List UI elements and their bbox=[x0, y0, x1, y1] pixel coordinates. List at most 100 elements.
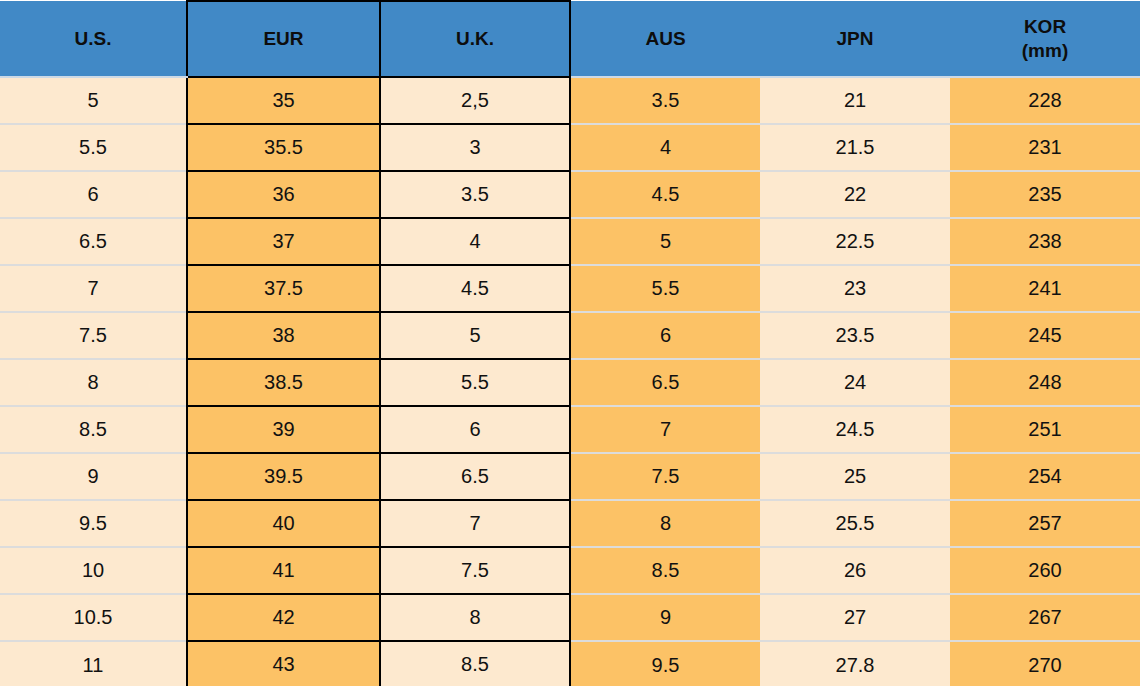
cell-aus: 6.5 bbox=[570, 359, 760, 406]
cell-eur: 35 bbox=[187, 77, 380, 124]
cell-kor: 260 bbox=[950, 547, 1140, 594]
cell-uk: 8 bbox=[380, 594, 570, 641]
table-row: 10417.58.526260 bbox=[0, 547, 1140, 594]
cell-jpn: 24.5 bbox=[760, 406, 950, 453]
cell-eur: 36 bbox=[187, 171, 380, 218]
cell-aus: 8.5 bbox=[570, 547, 760, 594]
cell-kor: 238 bbox=[950, 218, 1140, 265]
cell-eur: 38 bbox=[187, 312, 380, 359]
cell-us: 10 bbox=[0, 547, 187, 594]
cell-jpn: 21 bbox=[760, 77, 950, 124]
cell-kor: 270 bbox=[950, 641, 1140, 686]
cell-eur: 37 bbox=[187, 218, 380, 265]
cell-jpn: 26 bbox=[760, 547, 950, 594]
cell-kor: 231 bbox=[950, 124, 1140, 171]
table-row: 6363.54.522235 bbox=[0, 171, 1140, 218]
column-header-kor-unit: (mm) bbox=[950, 39, 1140, 63]
cell-uk: 4.5 bbox=[380, 265, 570, 312]
table-body: 5352,53.5212285.535.53421.52316363.54.52… bbox=[0, 77, 1140, 686]
cell-jpn: 23 bbox=[760, 265, 950, 312]
table-row: 5.535.53421.5231 bbox=[0, 124, 1140, 171]
cell-jpn: 22.5 bbox=[760, 218, 950, 265]
cell-eur: 38.5 bbox=[187, 359, 380, 406]
cell-kor: 228 bbox=[950, 77, 1140, 124]
cell-uk: 6.5 bbox=[380, 453, 570, 500]
table-row: 11438.59.527.8270 bbox=[0, 641, 1140, 686]
cell-kor: 248 bbox=[950, 359, 1140, 406]
table-header: U.S. EUR U.K. AUS JPN KOR (mm) bbox=[0, 1, 1140, 77]
cell-aus: 4.5 bbox=[570, 171, 760, 218]
table-row: 5352,53.521228 bbox=[0, 77, 1140, 124]
cell-uk: 7 bbox=[380, 500, 570, 547]
cell-uk: 6 bbox=[380, 406, 570, 453]
header-row: U.S. EUR U.K. AUS JPN KOR (mm) bbox=[0, 1, 1140, 77]
cell-eur: 43 bbox=[187, 641, 380, 686]
cell-us: 5.5 bbox=[0, 124, 187, 171]
size-conversion-table: U.S. EUR U.K. AUS JPN KOR (mm) 5352,53.5… bbox=[0, 0, 1140, 686]
cell-us: 11 bbox=[0, 641, 187, 686]
table-row: 6.5374522.5238 bbox=[0, 218, 1140, 265]
table-row: 737.54.55.523241 bbox=[0, 265, 1140, 312]
cell-kor: 245 bbox=[950, 312, 1140, 359]
cell-uk: 2,5 bbox=[380, 77, 570, 124]
cell-aus: 5.5 bbox=[570, 265, 760, 312]
cell-aus: 7.5 bbox=[570, 453, 760, 500]
cell-jpn: 23.5 bbox=[760, 312, 950, 359]
table-row: 838.55.56.524248 bbox=[0, 359, 1140, 406]
column-header-kor: KOR (mm) bbox=[950, 1, 1140, 77]
cell-eur: 35.5 bbox=[187, 124, 380, 171]
cell-kor: 257 bbox=[950, 500, 1140, 547]
cell-uk: 8.5 bbox=[380, 641, 570, 686]
cell-us: 9.5 bbox=[0, 500, 187, 547]
cell-us: 7 bbox=[0, 265, 187, 312]
cell-jpn: 25 bbox=[760, 453, 950, 500]
cell-kor: 267 bbox=[950, 594, 1140, 641]
cell-jpn: 21.5 bbox=[760, 124, 950, 171]
cell-us: 8.5 bbox=[0, 406, 187, 453]
cell-us: 6 bbox=[0, 171, 187, 218]
table-row: 10.5428927267 bbox=[0, 594, 1140, 641]
column-header-aus: AUS bbox=[570, 1, 760, 77]
cell-us: 10.5 bbox=[0, 594, 187, 641]
cell-us: 5 bbox=[0, 77, 187, 124]
column-header-jpn: JPN bbox=[760, 1, 950, 77]
cell-us: 6.5 bbox=[0, 218, 187, 265]
cell-kor: 235 bbox=[950, 171, 1140, 218]
cell-us: 8 bbox=[0, 359, 187, 406]
cell-uk: 3 bbox=[380, 124, 570, 171]
column-header-uk: U.K. bbox=[380, 1, 570, 77]
cell-eur: 37.5 bbox=[187, 265, 380, 312]
column-header-kor-label: KOR bbox=[950, 15, 1140, 39]
cell-uk: 3.5 bbox=[380, 171, 570, 218]
column-header-us: U.S. bbox=[0, 1, 187, 77]
cell-jpn: 27.8 bbox=[760, 641, 950, 686]
cell-jpn: 27 bbox=[760, 594, 950, 641]
column-header-eur: EUR bbox=[187, 1, 380, 77]
cell-eur: 40 bbox=[187, 500, 380, 547]
cell-aus: 3.5 bbox=[570, 77, 760, 124]
cell-aus: 8 bbox=[570, 500, 760, 547]
cell-aus: 6 bbox=[570, 312, 760, 359]
cell-aus: 9 bbox=[570, 594, 760, 641]
cell-uk: 5 bbox=[380, 312, 570, 359]
cell-us: 9 bbox=[0, 453, 187, 500]
cell-jpn: 22 bbox=[760, 171, 950, 218]
cell-uk: 5.5 bbox=[380, 359, 570, 406]
cell-aus: 5 bbox=[570, 218, 760, 265]
cell-us: 7.5 bbox=[0, 312, 187, 359]
cell-eur: 39.5 bbox=[187, 453, 380, 500]
cell-aus: 9.5 bbox=[570, 641, 760, 686]
cell-uk: 4 bbox=[380, 218, 570, 265]
cell-kor: 254 bbox=[950, 453, 1140, 500]
cell-eur: 39 bbox=[187, 406, 380, 453]
cell-kor: 251 bbox=[950, 406, 1140, 453]
cell-aus: 4 bbox=[570, 124, 760, 171]
table-row: 7.5385623.5245 bbox=[0, 312, 1140, 359]
cell-uk: 7.5 bbox=[380, 547, 570, 594]
cell-eur: 42 bbox=[187, 594, 380, 641]
table-row: 8.5396724.5251 bbox=[0, 406, 1140, 453]
cell-eur: 41 bbox=[187, 547, 380, 594]
table-row: 939.56.57.525254 bbox=[0, 453, 1140, 500]
cell-kor: 241 bbox=[950, 265, 1140, 312]
cell-jpn: 25.5 bbox=[760, 500, 950, 547]
